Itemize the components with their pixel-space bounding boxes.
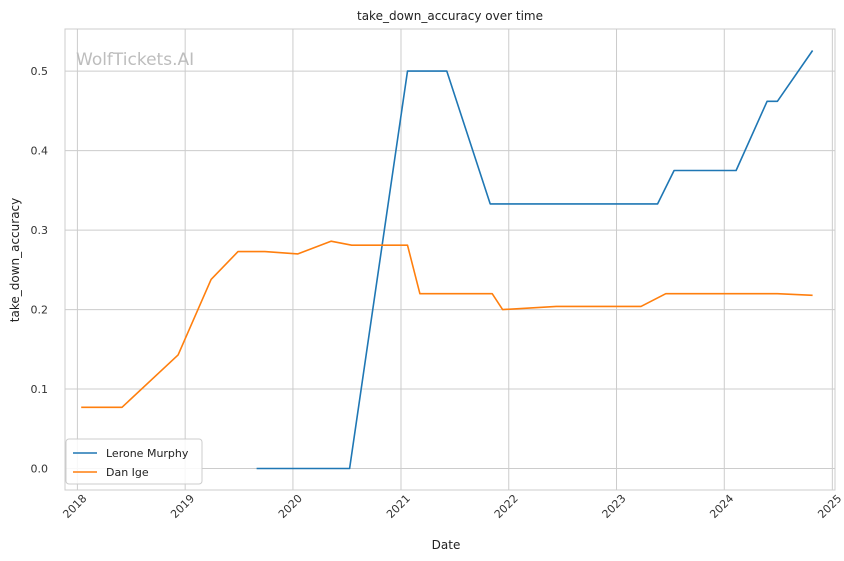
y-axis-label: take_down_accuracy xyxy=(8,198,22,322)
x-axis-label: Date xyxy=(432,538,461,552)
legend-box xyxy=(65,438,203,485)
series-line-lerone-murphy xyxy=(256,50,814,470)
series-layer xyxy=(81,50,814,470)
y-tick-labels: 0.0 0.1 0.2 0.3 0.4 0.5 xyxy=(31,65,49,475)
chart-title: take_down_accuracy over time xyxy=(357,9,543,23)
y-tick-0-2: 0.2 xyxy=(31,304,49,317)
plot-frame xyxy=(64,28,836,491)
y-tick-0-4: 0.4 xyxy=(31,145,49,158)
watermark: WolfTickets.AI xyxy=(76,50,194,70)
y-tick-0-3: 0.3 xyxy=(31,224,49,237)
y-tick-0-1: 0.1 xyxy=(31,383,49,396)
series-line-dan-ige xyxy=(81,240,813,409)
legend: Lerone Murphy Dan Ige xyxy=(65,438,203,485)
legend-label-lerone-murphy: Lerone Murphy xyxy=(106,447,189,460)
legend-label-dan-ige: Dan Ige xyxy=(106,466,149,479)
y-tick-0-5: 0.5 xyxy=(31,65,49,78)
y-tick-0-0: 0.0 xyxy=(31,463,49,476)
